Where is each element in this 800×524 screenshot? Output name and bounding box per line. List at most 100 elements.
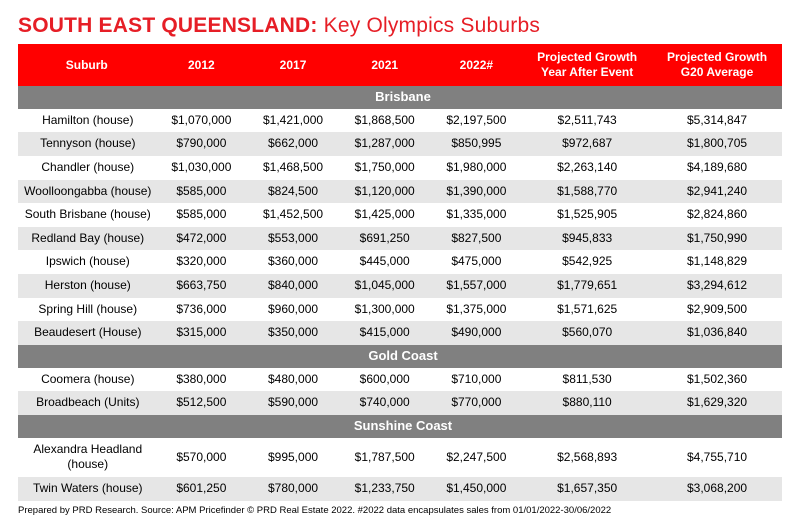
title-strong: SOUTH EAST QUEENSLAND:	[18, 14, 318, 37]
cell-pgg20: $1,629,320	[652, 391, 782, 415]
cell-v2012: $1,070,000	[156, 109, 248, 133]
cell-v2017: $590,000	[247, 391, 339, 415]
cell-pgyae: $2,263,140	[522, 156, 652, 180]
cell-suburb: Herston (house)	[18, 274, 156, 298]
section-label: Brisbane	[18, 86, 782, 109]
cell-suburb: Hamilton (house)	[18, 109, 156, 133]
cell-pgg20: $2,824,860	[652, 203, 782, 227]
table-row: Spring Hill (house)$736,000$960,000$1,30…	[18, 298, 782, 322]
cell-v2017: $824,500	[247, 180, 339, 204]
cell-v2021: $740,000	[339, 391, 431, 415]
cell-pgyae: $1,525,905	[522, 203, 652, 227]
cell-v2021: $600,000	[339, 368, 431, 392]
section-label: Gold Coast	[18, 345, 782, 368]
page-title: SOUTH EAST QUEENSLAND: Key Olympics Subu…	[18, 14, 782, 38]
cell-pgg20: $4,755,710	[652, 438, 782, 477]
cell-v2012: $1,030,000	[156, 156, 248, 180]
cell-pgg20: $2,941,240	[652, 180, 782, 204]
cell-v2022: $490,000	[431, 321, 523, 345]
cell-pgyae: $2,511,743	[522, 109, 652, 133]
cell-pgg20: $3,294,612	[652, 274, 782, 298]
cell-pgg20: $1,502,360	[652, 368, 782, 392]
cell-v2017: $1,421,000	[247, 109, 339, 133]
cell-pgg20: $1,036,840	[652, 321, 782, 345]
cell-v2012: $512,500	[156, 391, 248, 415]
cell-v2022: $1,557,000	[431, 274, 523, 298]
cell-v2022: $1,390,000	[431, 180, 523, 204]
section-row: Gold Coast	[18, 345, 782, 368]
cell-suburb: Spring Hill (house)	[18, 298, 156, 322]
cell-v2012: $790,000	[156, 132, 248, 156]
table-row: Twin Waters (house)$601,250$780,000$1,23…	[18, 477, 782, 501]
cell-v2017: $480,000	[247, 368, 339, 392]
cell-v2017: $350,000	[247, 321, 339, 345]
cell-v2022: $770,000	[431, 391, 523, 415]
cell-v2017: $780,000	[247, 477, 339, 501]
cell-suburb: Twin Waters (house)	[18, 477, 156, 501]
cell-v2012: $736,000	[156, 298, 248, 322]
col-header-5: Projected Growth Year After Event	[522, 44, 652, 86]
cell-v2017: $360,000	[247, 250, 339, 274]
cell-pgg20: $5,314,847	[652, 109, 782, 133]
cell-v2021: $1,287,000	[339, 132, 431, 156]
cell-pgyae: $542,925	[522, 250, 652, 274]
cell-v2021: $415,000	[339, 321, 431, 345]
table-row: Redland Bay (house)$472,000$553,000$691,…	[18, 227, 782, 251]
cell-pgg20: $4,189,680	[652, 156, 782, 180]
cell-v2021: $1,300,000	[339, 298, 431, 322]
cell-v2017: $1,468,500	[247, 156, 339, 180]
cell-suburb: Woolloongabba (house)	[18, 180, 156, 204]
cell-v2012: $601,250	[156, 477, 248, 501]
cell-v2012: $315,000	[156, 321, 248, 345]
cell-pgyae: $1,571,625	[522, 298, 652, 322]
cell-v2017: $662,000	[247, 132, 339, 156]
cell-pgyae: $1,588,770	[522, 180, 652, 204]
cell-pgyae: $811,530	[522, 368, 652, 392]
col-header-4: 2022#	[431, 44, 523, 86]
cell-suburb: Tennyson (house)	[18, 132, 156, 156]
cell-v2021: $1,750,000	[339, 156, 431, 180]
cell-suburb: Ipswich (house)	[18, 250, 156, 274]
cell-v2017: $1,452,500	[247, 203, 339, 227]
cell-suburb: Alexandra Headland (house)	[18, 438, 156, 477]
col-header-2: 2017	[247, 44, 339, 86]
cell-v2022: $827,500	[431, 227, 523, 251]
col-header-0: Suburb	[18, 44, 156, 86]
cell-v2022: $1,335,000	[431, 203, 523, 227]
cell-pgg20: $2,909,500	[652, 298, 782, 322]
table-row: Ipswich (house)$320,000$360,000$445,000$…	[18, 250, 782, 274]
section-row: Brisbane	[18, 86, 782, 109]
olympics-table: Suburb2012201720212022#Projected Growth …	[18, 44, 782, 501]
cell-v2012: $320,000	[156, 250, 248, 274]
table-row: Alexandra Headland (house)$570,000$995,0…	[18, 438, 782, 477]
table-row: Tennyson (house)$790,000$662,000$1,287,0…	[18, 132, 782, 156]
cell-v2022: $475,000	[431, 250, 523, 274]
cell-pgg20: $3,068,200	[652, 477, 782, 501]
table-row: Coomera (house)$380,000$480,000$600,000$…	[18, 368, 782, 392]
cell-pgyae: $945,833	[522, 227, 652, 251]
cell-v2022: $2,247,500	[431, 438, 523, 477]
cell-v2021: $1,425,000	[339, 203, 431, 227]
cell-pgg20: $1,148,829	[652, 250, 782, 274]
cell-v2012: $663,750	[156, 274, 248, 298]
cell-v2017: $840,000	[247, 274, 339, 298]
cell-v2021: $445,000	[339, 250, 431, 274]
cell-suburb: Beaudesert (House)	[18, 321, 156, 345]
cell-pgyae: $1,779,651	[522, 274, 652, 298]
cell-v2022: $1,980,000	[431, 156, 523, 180]
cell-v2022: $850,995	[431, 132, 523, 156]
cell-pgyae: $2,568,893	[522, 438, 652, 477]
cell-pgg20: $1,750,990	[652, 227, 782, 251]
cell-v2017: $960,000	[247, 298, 339, 322]
table-row: Herston (house)$663,750$840,000$1,045,00…	[18, 274, 782, 298]
cell-suburb: Coomera (house)	[18, 368, 156, 392]
cell-v2022: $710,000	[431, 368, 523, 392]
footnote: Prepared by PRD Research. Source: APM Pr…	[18, 505, 782, 516]
cell-v2021: $1,787,500	[339, 438, 431, 477]
cell-v2012: $585,000	[156, 180, 248, 204]
cell-v2021: $1,868,500	[339, 109, 431, 133]
cell-suburb: Chandler (house)	[18, 156, 156, 180]
section-row: Sunshine Coast	[18, 415, 782, 438]
cell-pgyae: $972,687	[522, 132, 652, 156]
table-row: Chandler (house)$1,030,000$1,468,500$1,7…	[18, 156, 782, 180]
